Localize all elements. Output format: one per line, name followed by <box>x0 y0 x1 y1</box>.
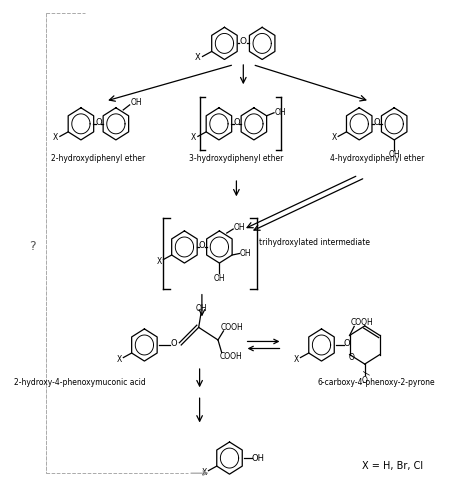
Text: X: X <box>202 468 207 477</box>
Text: O: O <box>362 375 368 385</box>
Text: COOH: COOH <box>351 319 374 328</box>
Text: OH: OH <box>252 454 264 463</box>
Text: OH: OH <box>195 304 207 313</box>
Text: COOH: COOH <box>219 352 242 360</box>
Text: X: X <box>117 354 122 363</box>
Text: X = H, Br, Cl: X = H, Br, Cl <box>362 461 423 471</box>
Text: OH: OH <box>234 222 246 231</box>
Text: OH: OH <box>214 274 225 283</box>
Text: trihydroxylated intermediate: trihydroxylated intermediate <box>259 238 370 247</box>
Text: OH: OH <box>240 249 252 258</box>
Text: O: O <box>349 352 355 361</box>
Text: X: X <box>156 257 162 266</box>
Text: X: X <box>191 134 196 143</box>
Text: O: O <box>199 241 205 250</box>
Text: O: O <box>240 37 247 46</box>
Text: X: X <box>294 354 299 363</box>
Text: 3-hydroxydiphenyl ether: 3-hydroxydiphenyl ether <box>189 154 283 162</box>
Text: O: O <box>233 118 240 127</box>
Text: COOH: COOH <box>220 324 243 333</box>
Text: 2-hydroxydiphenyl ether: 2-hydroxydiphenyl ether <box>51 154 146 162</box>
Text: O: O <box>344 339 351 348</box>
Text: 2-hydroxy-4-phenoxymuconic acid: 2-hydroxy-4-phenoxymuconic acid <box>14 378 146 387</box>
Text: 4-hydroxydiphenyl ether: 4-hydroxydiphenyl ether <box>329 154 424 162</box>
Text: O: O <box>95 118 102 127</box>
Text: X: X <box>53 134 58 143</box>
Text: OH: OH <box>388 151 400 159</box>
Text: OH: OH <box>130 98 142 107</box>
Text: OH: OH <box>274 108 286 117</box>
Text: O: O <box>170 339 177 348</box>
Text: X: X <box>195 53 201 62</box>
Text: X: X <box>331 134 337 143</box>
Text: O: O <box>374 118 380 127</box>
Text: ?: ? <box>29 240 36 254</box>
Text: 6-carboxy-4-phenoxy-2-pyrone: 6-carboxy-4-phenoxy-2-pyrone <box>318 378 436 387</box>
